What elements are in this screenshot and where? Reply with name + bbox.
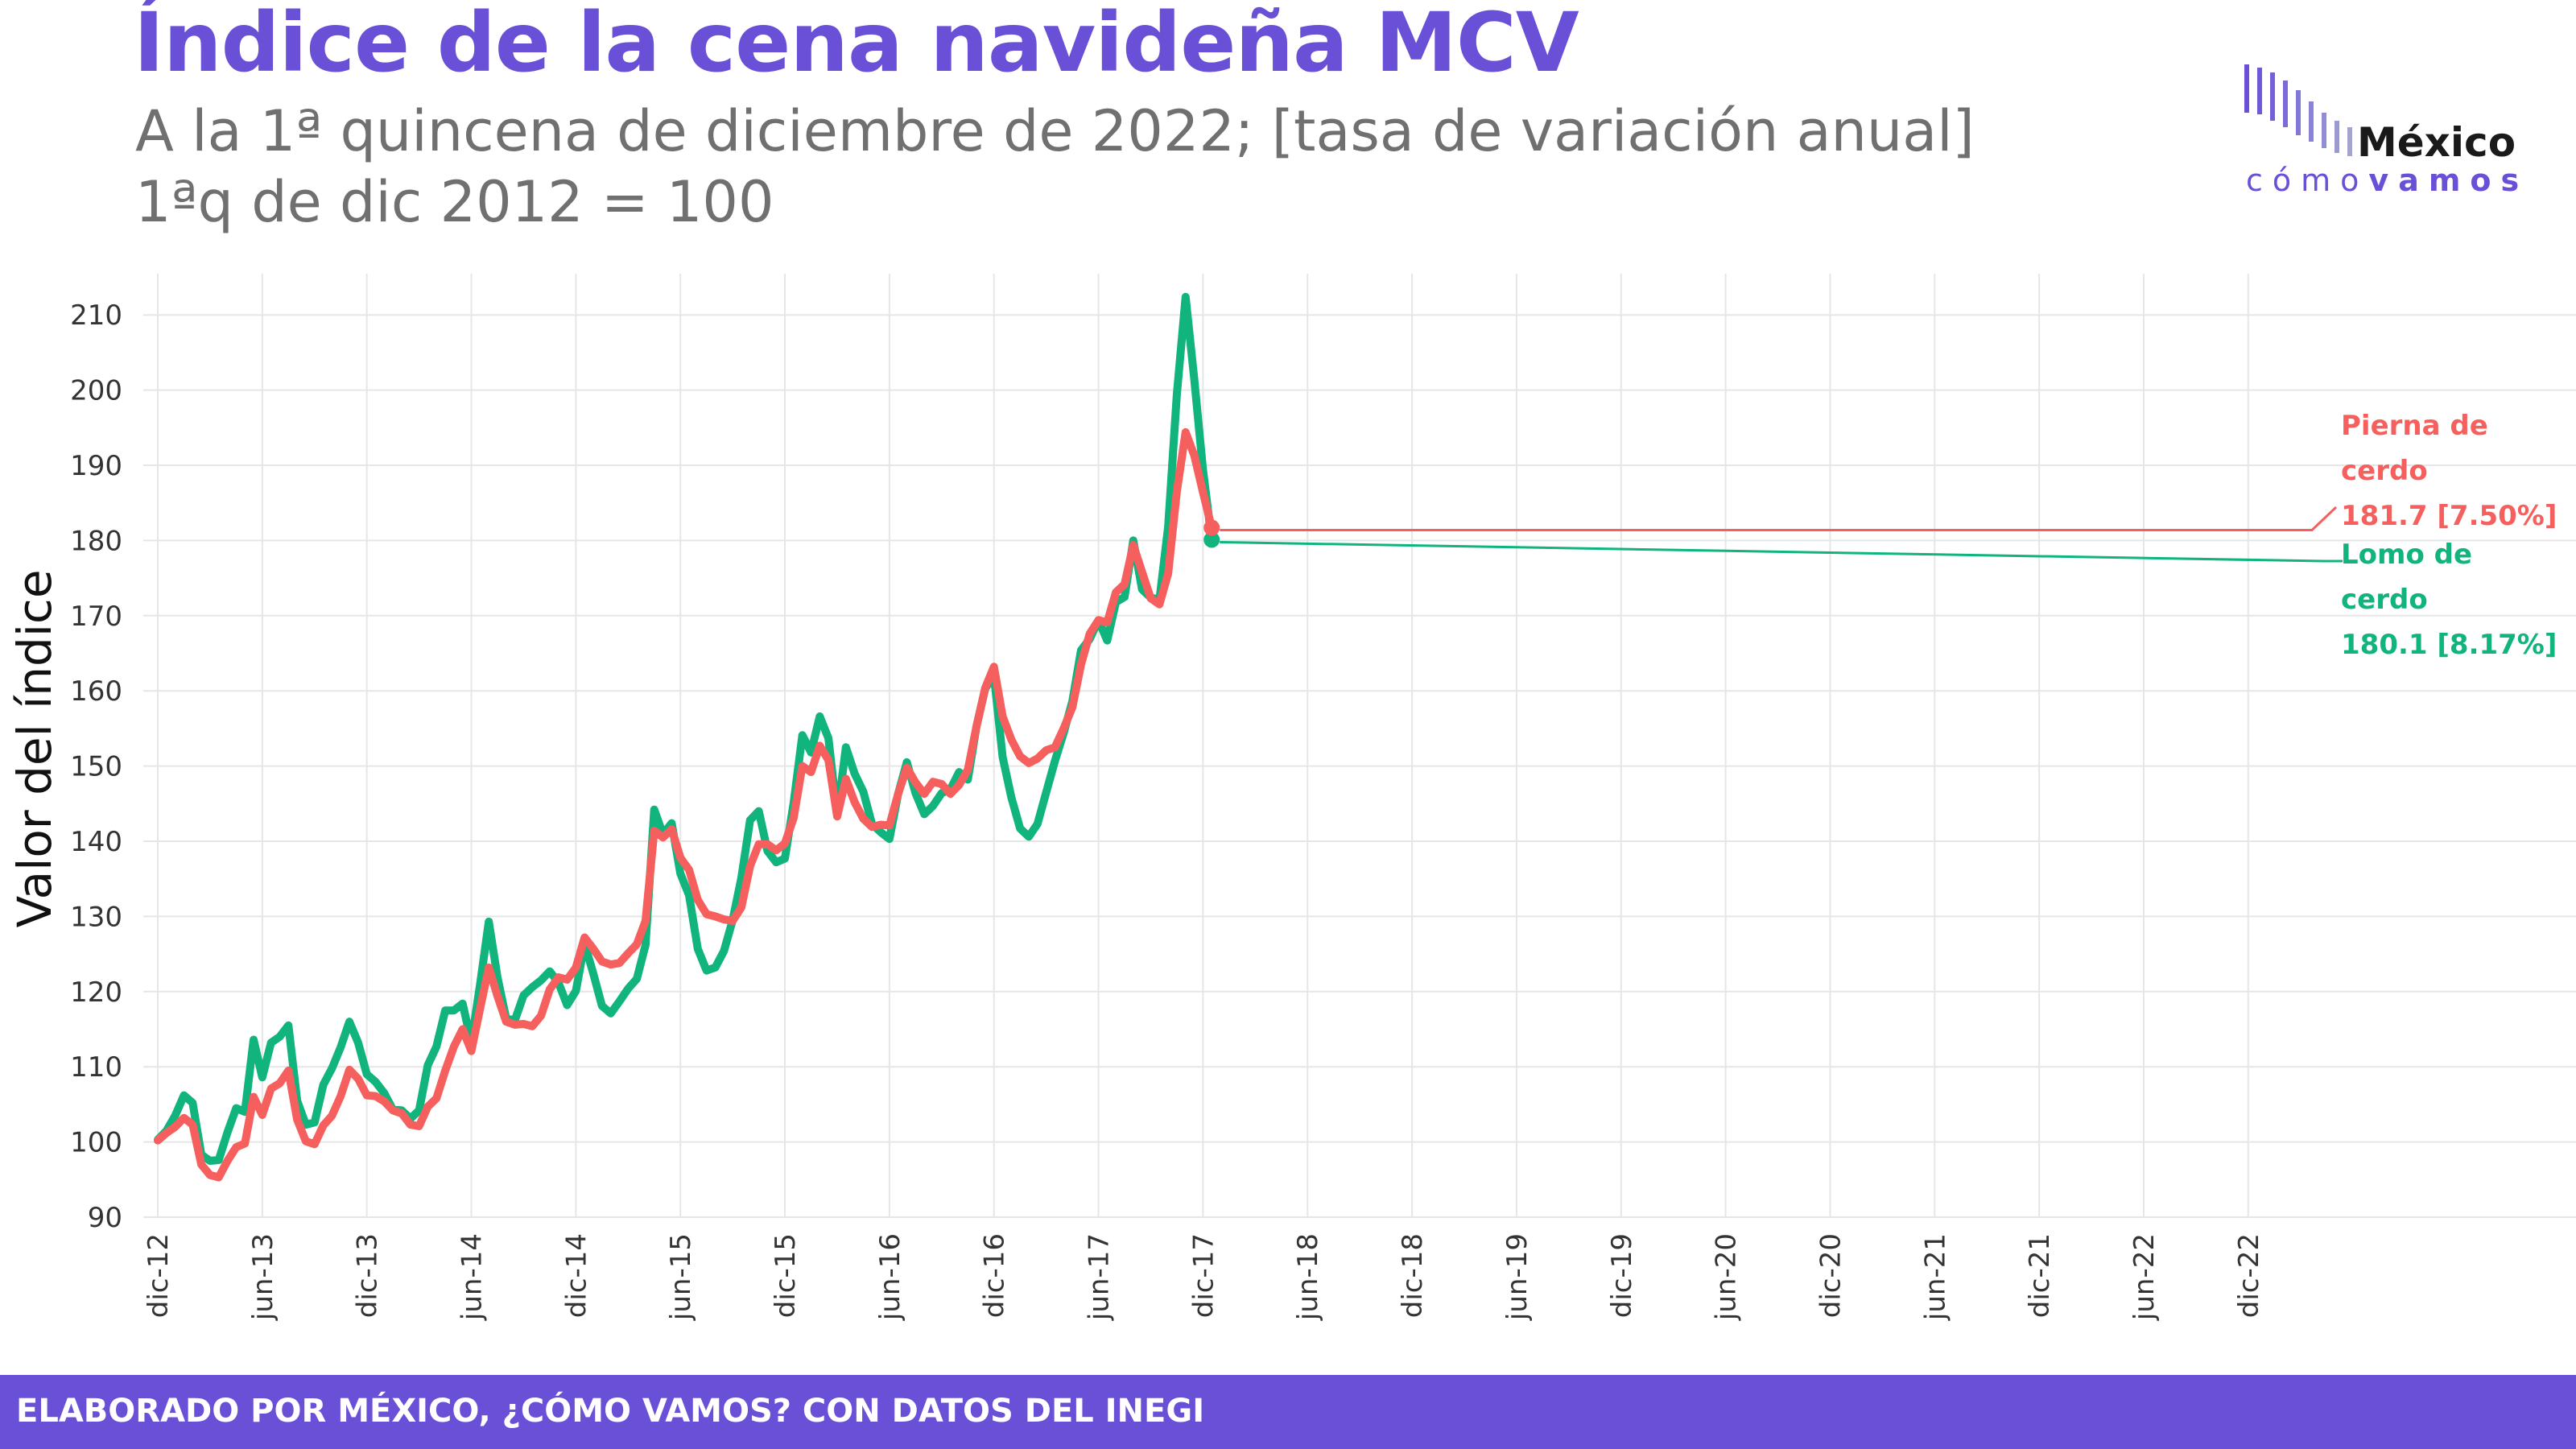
y-tick-label: 200 [70,375,122,407]
logo-name: México [2357,119,2516,166]
y-tick-label: 140 [70,826,122,858]
y-tick-label: 190 [70,450,122,482]
grid-lines [143,274,2576,1218]
chart-subtitle-line2: 1ªq de dic 2012 = 100 [135,169,774,235]
x-tick-label: jun-20 [1711,1233,1743,1321]
x-tick-label: dic-22 [2233,1233,2265,1318]
y-tick-label: 90 [88,1202,122,1234]
y-tick-label: 210 [70,299,122,332]
x-tick-label: dic-15 [770,1233,802,1318]
end-label-text: 181.7 [7.50%] [2341,500,2557,532]
chart-subtitle-line1: A la 1ª quincena de diciembre de 2022; [… [135,98,1975,164]
x-tick-label: jun-19 [1501,1233,1534,1321]
x-tick-label: jun-13 [247,1233,279,1321]
chart-title: Índice de la cena navideña MCV [134,0,1579,91]
end-labels: Pierna de cerdo 181.7 [7.50%] Lomo de cerdo 1… [1220,410,2557,661]
y-tick-label: 120 [70,976,122,1009]
series-end-point [1203,519,1220,536]
x-tick-label: dic-12 [142,1233,175,1318]
y-tick-label: 160 [70,675,122,708]
x-tick-label: jun-18 [1292,1233,1324,1321]
x-tick-label: jun-21 [1919,1233,1951,1321]
end-label-text: Lomo de [2341,539,2472,571]
y-tick-label: 170 [70,601,122,633]
lomo-leader-line [1220,540,2343,563]
x-tick-label: dic-13 [352,1233,384,1318]
series-line [154,427,1216,1182]
x-tick-label: dic-17 [1187,1233,1220,1318]
y-tick-label: 130 [70,901,122,933]
x-tick-label: dic-16 [979,1233,1011,1318]
series-line [154,292,1216,1165]
y-axis-tick-labels: 90 100 110 120 130 140 150 160 170 180 190 200 210 [70,299,122,1234]
footer-bar: ELABORADO POR MÉXICO, ¿CÓMO VAMOS? CON D… [0,1375,2576,1449]
x-tick-label: dic-20 [1814,1233,1847,1318]
series-lines [154,292,1220,1182]
bars-logo-icon [2244,64,2352,156]
pierna-leader-line [1220,506,2338,532]
x-tick-label: jun-15 [665,1233,697,1321]
x-tick-label: jun-17 [1084,1233,1116,1321]
logo-tagline-a: cómo [2246,163,2369,198]
logo-tagline-b: vamos [2368,163,2529,198]
end-label-text: cerdo [2341,584,2428,616]
x-tick-label: dic-14 [560,1233,592,1318]
y-tick-label: 110 [70,1051,122,1084]
end-label-text: 180.1 [8.17%] [2341,629,2557,661]
y-tick-label: 100 [70,1127,122,1159]
x-tick-label: dic-21 [2024,1233,2056,1318]
logo-tagline: cómovamos [2246,163,2529,198]
x-tick-label: jun-22 [2128,1233,2161,1321]
end-label-text: Pierna de [2341,410,2488,442]
x-tick-label: dic-19 [1606,1233,1638,1318]
mexico-como-vamos-logo: México cómovamos [2238,61,2528,206]
y-axis-label: Valor del índice [7,569,62,927]
x-tick-label: jun-16 [874,1233,906,1321]
footer-source: ELABORADO POR MÉXICO, ¿CÓMO VAMOS? CON D… [16,1393,1205,1430]
y-tick-label: 180 [70,525,122,557]
x-axis-tick-labels: dic-12 jun-13 dic-13 jun-14 dic-14 jun-15 dic-… [142,1233,2265,1321]
end-label-text: cerdo [2341,455,2428,487]
x-tick-label: jun-14 [456,1233,489,1321]
x-tick-label: dic-18 [1397,1233,1429,1318]
series-end-point [1203,531,1220,548]
y-tick-label: 150 [70,751,122,783]
line-chart: 90 100 110 120 130 140 150 160 170 180 190 200 210 d… [7,274,2576,1321]
